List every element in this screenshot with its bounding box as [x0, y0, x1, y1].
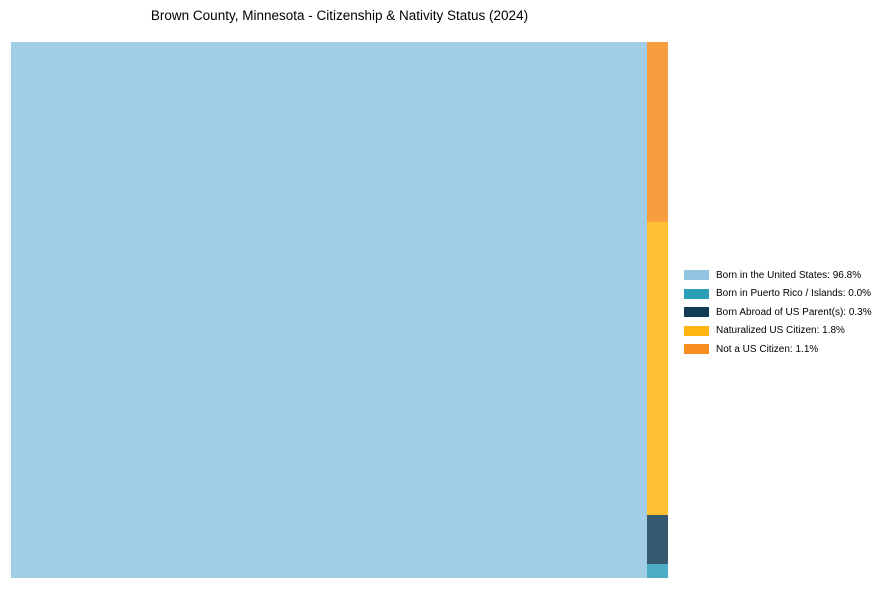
treemap-cell-not-a-us-citizen — [646, 42, 668, 222]
treemap-plot — [11, 42, 668, 578]
legend-item-born-abroad-of-us-parent-s: Born Abroad of US Parent(s): 0.3% — [684, 303, 872, 322]
legend-swatch — [684, 288, 709, 299]
legend-swatch — [684, 344, 709, 355]
legend-item-label: Born in Puerto Rico / Islands: 0.0% — [716, 288, 872, 300]
treemap-cell-naturalized-us-citizen — [646, 221, 668, 516]
legend-item-label: Not a US Citizen: 1.1% — [716, 343, 819, 355]
legend-item-born-in-the-united-states: Born in the United States: 96.8% — [684, 266, 872, 285]
legend-item-label: Born in the United States: 96.8% — [716, 269, 862, 281]
treemap-strip — [646, 42, 668, 578]
chart-title: Brown County, Minnesota - Citizenship & … — [150, 8, 529, 23]
legend-item-born-in-puerto-rico-islands: Born in Puerto Rico / Islands: 0.0% — [684, 285, 872, 304]
treemap-cell-born-in-the-united-states — [11, 42, 647, 578]
legend-swatch — [684, 325, 709, 336]
treemap-cell-born-in-puerto-rico-islands — [646, 564, 668, 578]
legend-item-label: Naturalized US Citizen: 1.8% — [716, 325, 845, 337]
legend-item-label: Born Abroad of US Parent(s): 0.3% — [716, 306, 872, 318]
legend-item-not-a-us-citizen: Not a US Citizen: 1.1% — [684, 340, 872, 359]
legend-swatch — [684, 270, 709, 281]
legend-swatch — [684, 307, 709, 318]
legend: Born in the United States: 96.8% Born in … — [684, 266, 872, 359]
treemap-cell-born-abroad-of-us-parent-s — [646, 515, 668, 565]
legend-item-naturalized-us-citizen: Naturalized US Citizen: 1.8% — [684, 322, 872, 341]
